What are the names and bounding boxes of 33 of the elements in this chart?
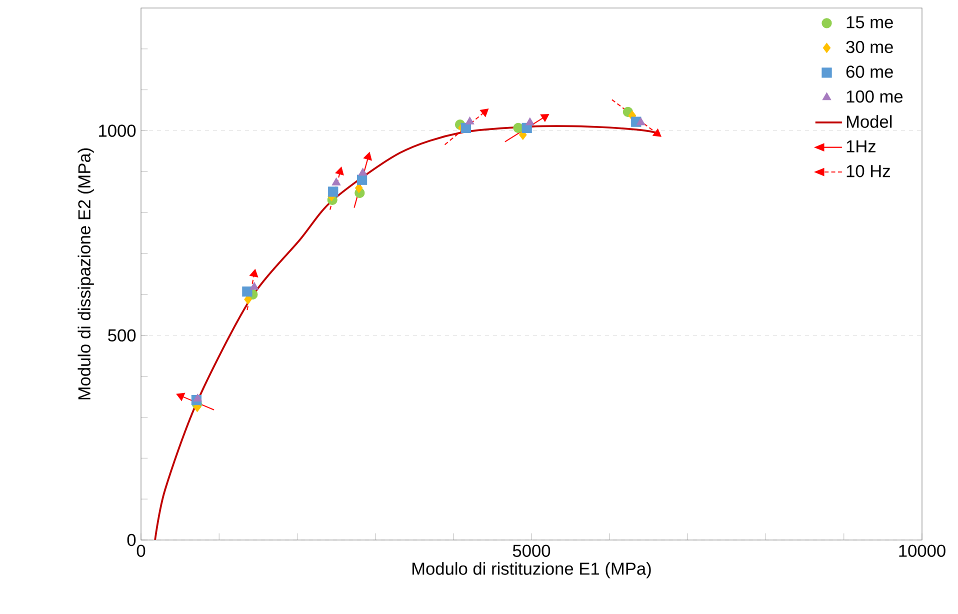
legend-label: 10 Hz xyxy=(846,164,890,178)
point xyxy=(250,282,259,290)
point xyxy=(242,286,252,297)
x-tick-label: 0 xyxy=(136,544,146,557)
point xyxy=(480,108,488,117)
y-tick-label: 0 xyxy=(127,534,136,546)
legend-label: 30 me xyxy=(846,40,893,54)
y-axis-title: Modulo di dissipazione E2 (MPa) xyxy=(78,148,94,400)
point xyxy=(460,122,471,133)
y-tick-label: 1000 xyxy=(99,124,136,137)
legend-label: Model xyxy=(846,115,892,128)
point xyxy=(356,174,368,185)
legend-label: 100 me xyxy=(846,90,903,103)
point xyxy=(636,118,646,126)
point xyxy=(364,152,372,161)
point xyxy=(540,114,549,122)
legend-label: 15 me xyxy=(846,16,893,28)
point xyxy=(328,186,338,197)
point xyxy=(176,392,185,401)
point xyxy=(526,118,534,126)
x-tick-label: 5000 xyxy=(512,544,550,557)
point xyxy=(332,178,341,186)
point xyxy=(250,269,258,278)
y-tick-label: 500 xyxy=(108,329,136,342)
point xyxy=(336,167,344,176)
legend-label: 1Hz xyxy=(846,140,876,152)
point xyxy=(358,168,368,176)
point xyxy=(193,394,202,402)
x-tick-label: 10000 xyxy=(899,544,946,557)
point xyxy=(652,128,662,137)
point xyxy=(465,116,474,124)
x-axis-title: Modulo di ristituzione E1 (MPa) xyxy=(412,562,651,578)
legend-label: 60 me xyxy=(846,66,893,78)
